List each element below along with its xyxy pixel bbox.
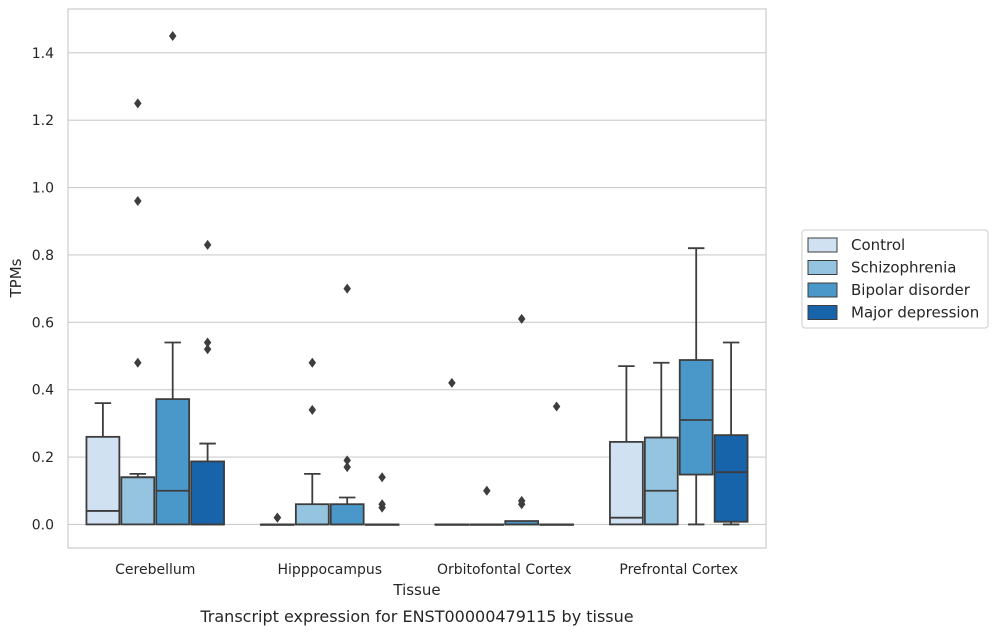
outlier-point <box>308 357 317 368</box>
outlier-point <box>203 239 212 250</box>
legend-items: Control Schizophrenia Bipolar disorder Majo… <box>807 236 979 322</box>
outlier-point <box>134 357 142 368</box>
box-control-2 <box>434 377 470 526</box>
outlier-point <box>343 455 351 466</box>
outlier-point <box>273 512 282 523</box>
box-schizophrenia-0 <box>120 98 156 526</box>
legend-swatch <box>807 305 838 320</box>
legend-swatch <box>807 282 838 298</box>
outlier-point <box>517 495 526 506</box>
box-body <box>294 503 330 526</box>
outlier-point <box>203 337 212 348</box>
outlier-point <box>134 196 142 207</box>
y-tick-label: 1.4 <box>32 46 54 62</box>
outlier-point <box>203 344 212 355</box>
box-control-1 <box>260 512 295 526</box>
outlier-point <box>517 313 526 324</box>
box-plot-marks <box>85 30 749 526</box>
box-major-depression-0 <box>190 239 225 526</box>
box-body <box>329 503 365 526</box>
legend-swatch <box>807 260 838 275</box>
y-tick-label: 0.8 <box>32 248 54 264</box>
box-bipolar-disorder-1 <box>329 283 365 526</box>
box-body <box>85 435 121 526</box>
legend-label: Major depression <box>851 304 979 322</box>
y-tick-label: 1.0 <box>32 181 54 197</box>
y-tick-label: 1.2 <box>32 113 54 129</box>
box-schizophrenia-2 <box>469 485 505 526</box>
y-tick-label: 0.2 <box>32 450 54 466</box>
plot-frame <box>67 8 767 549</box>
box-major-depression-2 <box>539 401 574 526</box>
x-axis-ticks: Cerebellum Hipppocampus Orbitofontal Corte… <box>115 562 738 578</box>
box-body <box>643 436 679 526</box>
y-tick-label: 0.4 <box>32 383 54 399</box>
x-tick-label: Orbitofontal Cortex <box>437 562 572 578</box>
outlier-point <box>343 462 351 473</box>
box-control-0 <box>85 402 121 526</box>
y-tick-label: 0.6 <box>32 315 54 331</box>
legend-label: Schizophrenia <box>851 259 956 277</box>
box-body <box>120 476 156 526</box>
outlier-point <box>378 472 386 483</box>
box-bipolar-disorder-3 <box>678 247 714 526</box>
x-tick-label: Hipppocampus <box>277 562 382 578</box>
outlier-point <box>343 283 351 294</box>
box-bipolar-disorder-2 <box>504 313 540 526</box>
outlier-point <box>308 404 317 415</box>
outlier-point <box>483 485 491 496</box>
box-control-3 <box>609 365 644 526</box>
box-major-depression-3 <box>713 341 749 526</box>
x-tick-label: Cerebellum <box>115 562 195 578</box>
outlier-point <box>134 98 142 109</box>
box-body <box>609 440 644 526</box>
box-schizophrenia-3 <box>643 361 679 526</box>
box-schizophrenia-1 <box>294 357 330 526</box>
x-axis-label: Tissue <box>392 581 440 599</box>
legend-label: Control <box>851 236 905 254</box>
y-axis-ticks: 0.0 0.2 0.4 0.6 0.8 1.0 1.2 1.4 <box>32 46 54 534</box>
box-major-depression-1 <box>364 472 400 526</box>
x-tick-label: Prefrontal Cortex <box>619 562 738 578</box>
outlier-point <box>378 499 386 510</box>
legend-swatch <box>807 237 838 253</box>
y-axis-label: TPMs <box>7 258 25 298</box>
legend: Control Schizophrenia Bipolar disorder Majo… <box>801 229 989 329</box>
box-bipolar-disorder-0 <box>155 30 191 526</box>
box-body <box>155 398 191 526</box>
outlier-point <box>448 377 456 388</box>
outlier-point <box>168 30 177 41</box>
outlier-point <box>552 401 561 412</box>
chart-caption: Transcript expression for ENST0000047911… <box>199 607 633 626</box>
y-tick-label: 0.0 <box>32 517 54 533</box>
box-body <box>190 460 225 526</box>
legend-frame <box>801 229 989 329</box>
box-body <box>713 434 749 523</box>
legend-label: Bipolar disorder <box>851 281 971 299</box>
box-body <box>678 359 714 476</box>
